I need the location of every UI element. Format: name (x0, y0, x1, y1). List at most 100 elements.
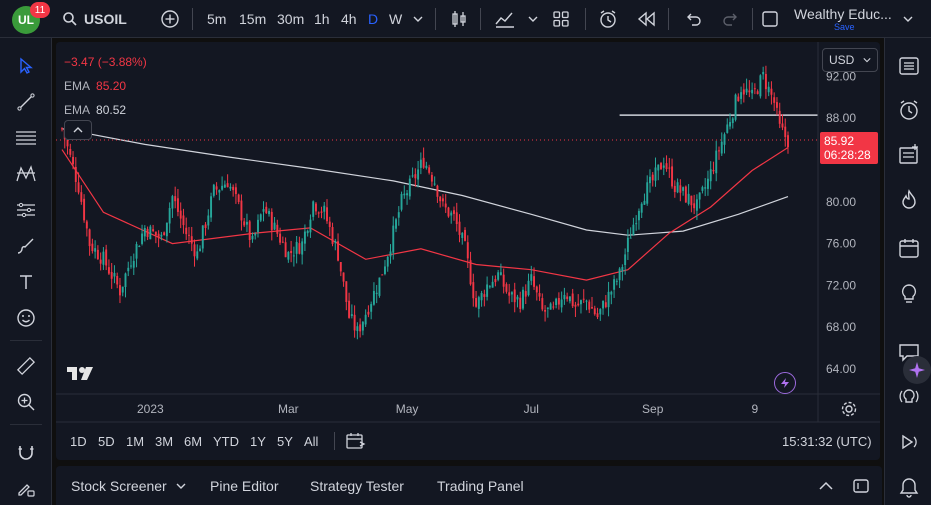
candles-icon (452, 11, 466, 27)
assistant-button[interactable] (903, 356, 931, 384)
collapse-legend-button[interactable] (64, 120, 92, 140)
candle-body (450, 212, 453, 216)
range-6m[interactable]: 6M (184, 433, 203, 449)
candle-body (61, 128, 63, 130)
candle-body (395, 219, 397, 229)
expand-panel-button[interactable] (818, 466, 834, 505)
screener-dropdown[interactable] (176, 466, 186, 505)
indicators-button[interactable] (494, 0, 516, 38)
currency-select[interactable]: USD (822, 48, 878, 72)
range-1y[interactable]: 1Y (250, 433, 266, 449)
range-5d[interactable]: 5D (98, 433, 115, 449)
timeframe-w[interactable]: W (389, 0, 402, 38)
fullscreen-checkbox[interactable] (761, 0, 779, 38)
time-tick-label: 9 (752, 402, 759, 416)
alerts-button[interactable] (895, 96, 923, 124)
signals-button[interactable] (895, 384, 923, 412)
layout-name[interactable]: Wealthy Educ... (794, 6, 892, 22)
divider (480, 8, 481, 30)
chart-type-button[interactable] (449, 0, 469, 38)
candle-body (585, 300, 588, 302)
timeframe-1h[interactable]: 1h (314, 0, 330, 38)
price-tick-label: 72.00 (826, 278, 856, 292)
measure-tool[interactable] (12, 352, 40, 380)
calendar-button[interactable] (895, 234, 923, 262)
emoji-tool[interactable] (12, 304, 40, 332)
zoom-tool[interactable] (12, 388, 40, 416)
go-to-date-button[interactable] (346, 422, 366, 460)
stream-button[interactable] (895, 428, 923, 456)
price-chart[interactable]: 92.0088.0084.0080.0076.0072.0068.0064.00… (56, 42, 880, 460)
chart-pane[interactable]: 92.0088.0084.0080.0076.0072.0068.0064.00… (56, 42, 880, 460)
range-1m[interactable]: 1M (126, 433, 145, 449)
redo-icon (723, 13, 737, 26)
chat-button[interactable] (895, 338, 923, 366)
utc-clock[interactable]: 15:31:32 (UTC) (782, 433, 872, 449)
bar-countdown: 06:28:28 (824, 147, 871, 162)
fib-tool[interactable] (12, 124, 40, 152)
redo-button[interactable] (722, 0, 740, 38)
candle-body (182, 215, 185, 226)
lock-drawing-tool[interactable] (12, 474, 40, 502)
timeframe-15m[interactable]: 15m (239, 0, 266, 38)
magnet-tool[interactable] (12, 438, 40, 466)
layout-dropdown[interactable] (903, 0, 913, 38)
timeframe-5m[interactable]: 5m (207, 0, 226, 38)
ideas-button[interactable] (895, 280, 923, 308)
candle-body (121, 286, 124, 293)
prediction-tool[interactable] (12, 196, 40, 224)
data-window-button[interactable] (895, 140, 923, 168)
quick-action-button[interactable] (774, 372, 796, 394)
candle-body (359, 324, 362, 332)
brush-tool[interactable] (12, 232, 40, 260)
candle-body (199, 248, 201, 252)
save-label[interactable]: Save (834, 22, 855, 32)
cursor-tool[interactable] (12, 52, 40, 80)
chart-settings-button[interactable] (840, 400, 858, 423)
logo-text: UL (18, 13, 34, 27)
timeframe-d[interactable]: D (368, 0, 378, 38)
trendline-tool[interactable] (12, 88, 40, 116)
range-1d[interactable]: 1D (70, 433, 87, 449)
candle-body (165, 222, 168, 237)
candle-body (113, 273, 116, 277)
pencil-lock-icon (18, 484, 35, 497)
lightbulb-icon (901, 284, 917, 303)
range-5y[interactable]: 5Y (277, 433, 293, 449)
alarm-clock-icon (600, 10, 616, 28)
range-all[interactable]: All (304, 433, 319, 449)
watchlist-button[interactable] (895, 52, 923, 80)
tab-stock-screener[interactable]: Stock Screener (71, 466, 167, 505)
candle-body (370, 304, 373, 312)
timeframe-dropdown[interactable] (413, 0, 423, 38)
indicators-dropdown[interactable] (528, 0, 538, 38)
zoom-in-icon (17, 393, 35, 411)
tradingview-logo[interactable] (66, 364, 100, 387)
tab-trading-panel[interactable]: Trading Panel (437, 466, 524, 505)
undo-button[interactable] (684, 0, 702, 38)
notifications-button[interactable] (895, 474, 923, 502)
symbol-search[interactable]: USOIL (62, 0, 127, 38)
candle-body (303, 231, 306, 244)
candle-body (188, 234, 190, 236)
candle-body (742, 89, 745, 95)
tab-pine-editor[interactable]: Pine Editor (210, 466, 278, 505)
candle-body (273, 222, 276, 230)
ema-fast-label[interactable]: EMA (64, 79, 91, 93)
alert-button[interactable] (598, 0, 618, 38)
range-3m[interactable]: 3M (155, 433, 174, 449)
pattern-tool[interactable] (12, 160, 40, 188)
tab-strategy-tester[interactable]: Strategy Tester (310, 466, 404, 505)
replay-button[interactable] (637, 0, 657, 38)
templates-button[interactable] (552, 0, 570, 38)
maximize-panel-button[interactable] (852, 466, 870, 505)
candle-body (314, 203, 317, 212)
candle-body (519, 297, 522, 309)
ema-slow-label[interactable]: EMA (64, 103, 91, 117)
compare-button[interactable] (160, 0, 180, 38)
range-ytd[interactable]: YTD (213, 433, 239, 449)
timeframe-4h[interactable]: 4h (341, 0, 357, 38)
hotlists-button[interactable] (895, 186, 923, 214)
timeframe-30m[interactable]: 30m (277, 0, 304, 38)
text-tool[interactable] (12, 268, 40, 296)
